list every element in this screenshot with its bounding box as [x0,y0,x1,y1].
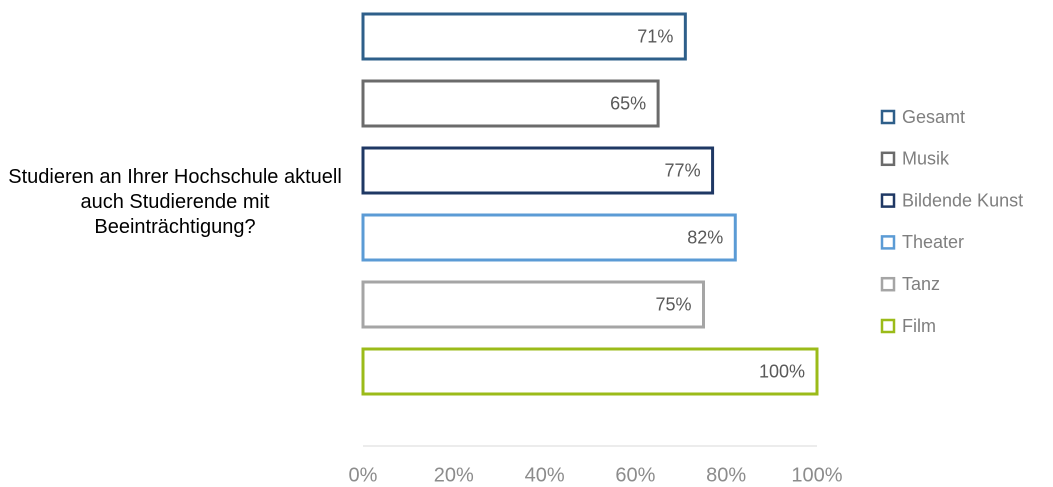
category-label: Studieren an Ihrer Hochschule aktuell au… [8,166,342,238]
x-tick-label: 40% [525,464,565,486]
legend-label: Musik [902,149,950,169]
bar [361,12,687,61]
legend-swatch [880,193,896,208]
x-tick-label: 0% [349,464,378,486]
value-label: 71% [637,26,673,46]
x-tick-label: 60% [615,464,655,486]
legend-label: Bildende Kunst [902,190,1023,210]
value-label: 77% [665,160,701,180]
x-tick-label: 100% [791,464,842,486]
legend-label: Theater [902,232,964,252]
bar [361,280,705,329]
legend-label: Tanz [902,274,940,294]
value-label: 65% [610,93,646,113]
value-label: 82% [687,227,723,247]
legend-label: Film [902,316,936,336]
x-tick-label: 80% [706,464,746,486]
bar [361,146,715,195]
value-label: 75% [655,294,691,314]
bar [361,79,660,128]
legend-swatch [880,318,896,334]
legend-swatch [880,151,896,167]
bar [361,347,819,396]
bar [361,213,737,262]
legend-swatch [880,109,896,125]
legend-swatch [880,235,896,250]
x-tick-label: 20% [434,464,474,486]
legend-label: Gesamt [902,107,965,127]
value-label: 100% [759,361,805,381]
legend-swatch [880,276,896,292]
